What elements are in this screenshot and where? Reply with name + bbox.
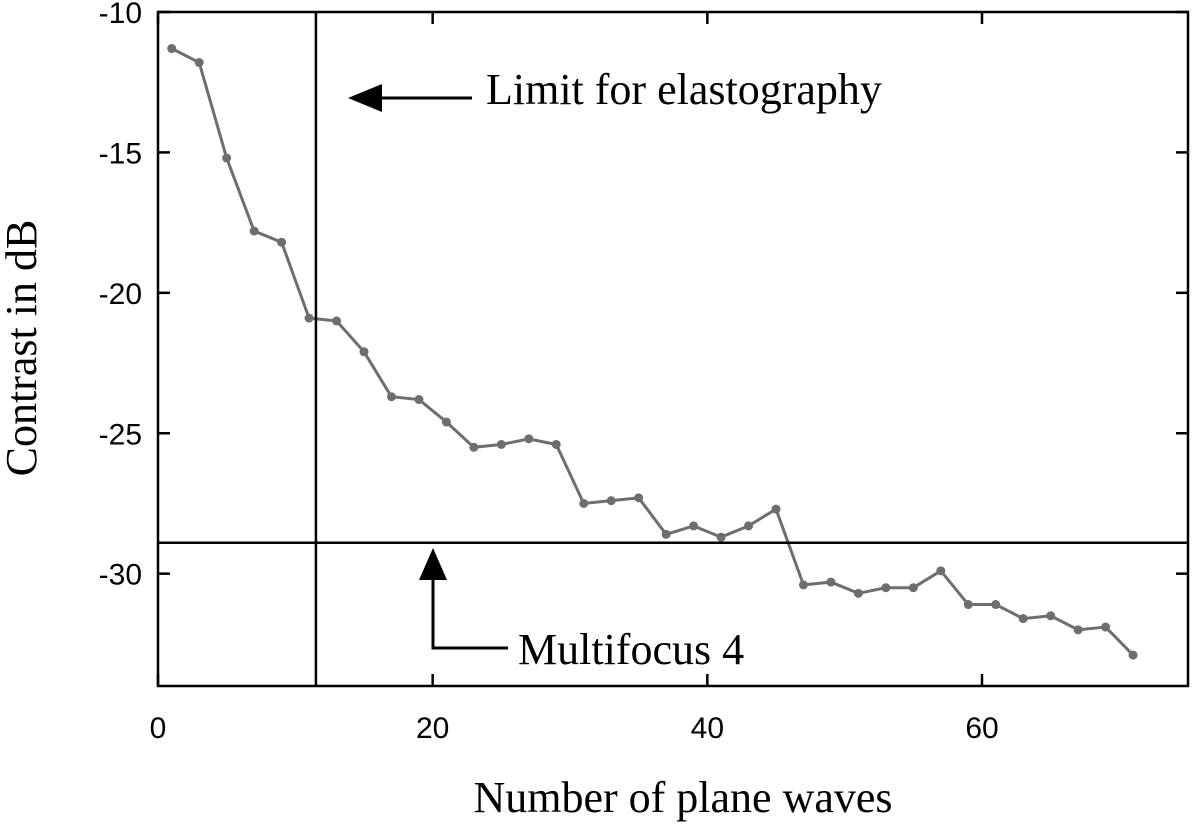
y-tick-label: -15: [99, 137, 142, 170]
y-tick-label: -20: [99, 278, 142, 311]
multifocus-label: Multifocus 4: [518, 625, 744, 674]
elastography-annotation: Limit for elastography: [348, 65, 882, 114]
reference-lines: [158, 12, 1188, 686]
data-point: [249, 226, 259, 236]
data-point: [1101, 622, 1111, 632]
data-point: [991, 600, 1001, 610]
data-point: [826, 577, 836, 587]
data-point: [634, 493, 644, 503]
data-point: [167, 44, 177, 54]
y-tick-label: -25: [99, 418, 142, 451]
data-point: [771, 504, 781, 514]
x-tick-label: 60: [965, 712, 998, 745]
elastography-label: Limit for elastography: [486, 65, 882, 114]
data-point: [277, 237, 287, 247]
data-point: [414, 395, 424, 405]
up-arrow-head: [419, 548, 447, 580]
axis-ticks: 0 20 40 60 -10 -15 -20 -25 -30: [99, 0, 1188, 745]
y-tick-label: -30: [99, 559, 142, 592]
data-point: [744, 521, 754, 531]
data-point: [524, 434, 534, 444]
data-point: [853, 588, 863, 598]
y-axis-title: Contrast in dB: [0, 220, 46, 477]
data-point: [936, 566, 946, 576]
data-point: [1128, 650, 1138, 660]
data-point: [908, 583, 918, 593]
data-point: [496, 439, 506, 449]
x-tick-label: 40: [691, 712, 724, 745]
data-point: [881, 583, 891, 593]
data-point: [551, 439, 561, 449]
data-point: [359, 347, 369, 357]
data-point: [194, 58, 204, 68]
data-point: [689, 521, 699, 531]
data-point: [798, 580, 808, 590]
data-point: [716, 532, 726, 542]
data-point: [386, 392, 396, 402]
up-arrow-shaft: [431, 578, 508, 650]
data-point: [1046, 611, 1056, 621]
x-tick-label: 20: [416, 712, 449, 745]
multifocus-annotation: Multifocus 4: [419, 548, 744, 674]
x-tick-label: 0: [150, 712, 167, 745]
y-tick-label: -10: [99, 0, 142, 30]
data-point: [1018, 614, 1028, 624]
x-axis-title: Number of plane waves: [473, 773, 892, 822]
series-line: [171, 47, 1135, 657]
data-point: [332, 316, 342, 326]
plot-frame: [156, 10, 1190, 688]
data-point: [222, 153, 232, 163]
data-point: [304, 313, 314, 323]
data-point: [469, 442, 479, 452]
left-arrow-head: [348, 84, 382, 112]
data-point: [963, 600, 973, 610]
data-point: [579, 498, 589, 508]
data-point: [1073, 625, 1083, 635]
data-point: [661, 529, 671, 539]
series-layer: [167, 44, 1138, 660]
data-point: [606, 496, 616, 506]
data-point: [441, 417, 451, 427]
